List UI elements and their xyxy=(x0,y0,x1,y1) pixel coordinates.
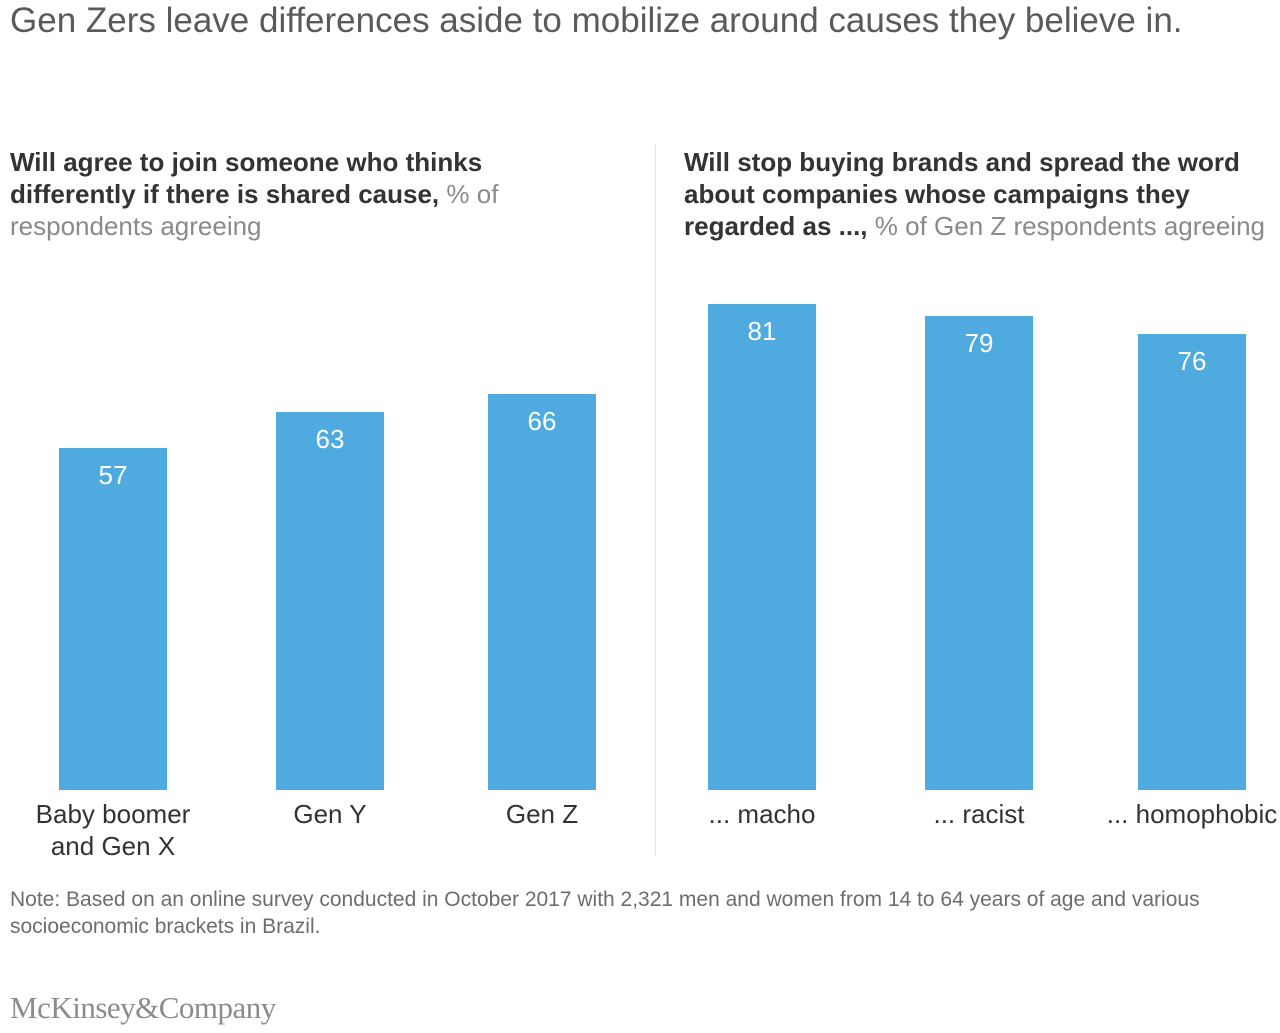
category-label: ... racist xyxy=(933,799,1025,829)
right-panel-title: Will stop buying brands and spread the w… xyxy=(684,146,1276,242)
category-label: ... macho xyxy=(708,799,816,829)
bar-value-label: 81 xyxy=(747,316,777,346)
bar-value-label: 76 xyxy=(1177,346,1207,376)
category-label: Gen Z xyxy=(505,799,579,829)
category-label: Gen Y xyxy=(293,799,367,829)
bar-value-label: 57 xyxy=(98,460,128,490)
company-logo: McKinsey&Company xyxy=(10,990,276,1025)
bar-1-1 xyxy=(925,316,1033,790)
bar-value-label: 79 xyxy=(964,328,994,358)
bar-1-2 xyxy=(1138,334,1246,790)
left-panel-title-unit: % of respondents agreeing xyxy=(10,179,499,241)
footnote: Note: Based on an online survey conducte… xyxy=(10,888,1200,938)
right-panel-title-bold: Will stop buying brands and spread the w… xyxy=(684,147,1240,241)
right-panel-title-unit: % of Gen Z respondents agreeing xyxy=(874,211,1266,241)
category-label: ... homophobic xyxy=(1106,799,1278,829)
bar-value-label: 63 xyxy=(315,424,345,454)
left-panel-title: Will agree to join someone who thinks di… xyxy=(10,146,570,242)
left-panel-title-bold: Will agree to join someone who thinks di… xyxy=(10,147,483,209)
panel-divider xyxy=(655,145,656,855)
chart-title: Gen Zers leave differences aside to mobi… xyxy=(10,1,1183,40)
bar-0-0 xyxy=(59,448,167,790)
bar-0-1 xyxy=(276,412,384,790)
category-label: Baby boomer and Gen X xyxy=(35,799,191,861)
bar-0-2 xyxy=(488,394,596,790)
bar-value-label: 66 xyxy=(527,406,557,436)
bar-1-0 xyxy=(708,304,816,790)
